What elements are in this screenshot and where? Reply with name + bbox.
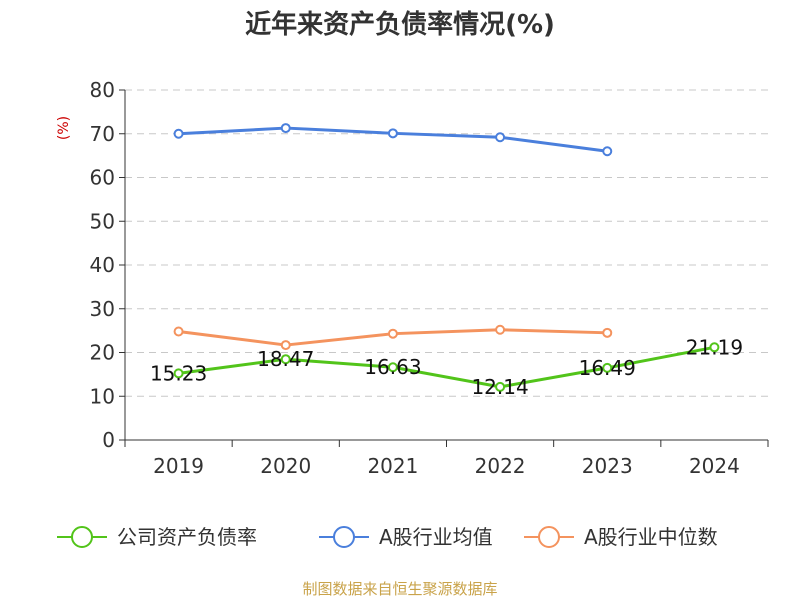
data-label: 12.14: [471, 375, 528, 399]
series-line-0: [178, 345, 715, 389]
y-tick-label: 10: [90, 384, 115, 408]
data-point: [495, 324, 506, 335]
data-point: [173, 326, 184, 337]
axes: 0 10 20 30 40 50 60 70 80 2019 2020 2021 2022 2023 202…: [90, 78, 769, 478]
data-label: 18.47: [257, 347, 314, 371]
data-point: [280, 123, 291, 134]
data-labels: 15.23 18.47 16.63 12.14 16.49 21.19: [150, 335, 743, 399]
data-point: [602, 362, 613, 373]
y-axis-unit: (%): [56, 116, 72, 140]
legend-label: A股行业均值: [379, 525, 493, 549]
x-tick-label: 2021: [367, 454, 418, 478]
series-lines: [173, 123, 720, 392]
data-point: [709, 342, 720, 353]
y-tick-label: 30: [90, 297, 115, 321]
x-tick-label: 2020: [260, 454, 311, 478]
data-point: [280, 354, 291, 365]
y-tick-label: 50: [90, 209, 115, 233]
y-tick-label: 80: [90, 78, 115, 102]
data-point: [387, 128, 398, 139]
x-tick-label: 2019: [153, 454, 204, 478]
data-point: [387, 362, 398, 373]
source-note: 制图数据来自恒生聚源数据库: [302, 580, 497, 598]
legend: 公司资产负债率 A股行业均值 A股行业中位数: [57, 525, 718, 549]
legend-marker: [333, 526, 355, 548]
data-point: [495, 132, 506, 143]
y-tick-label: 0: [102, 428, 115, 452]
data-label: 21.19: [686, 335, 743, 359]
chart-title: 近年来资产负债率情况(%): [245, 9, 555, 40]
x-tick-label: 2023: [582, 454, 633, 478]
data-point: [602, 327, 613, 338]
data-point: [495, 381, 506, 392]
y-tick-label: 40: [90, 253, 115, 277]
data-point: [602, 146, 613, 157]
data-point: [173, 368, 184, 379]
y-tick-label: 20: [90, 341, 115, 365]
x-tick-label: 2024: [689, 454, 740, 478]
y-tick-label: 60: [90, 166, 115, 190]
legend-label: 公司资产负债率: [117, 525, 257, 549]
x-tick-label: 2022: [475, 454, 526, 478]
data-label: 15.23: [150, 361, 207, 385]
data-label: 16.49: [579, 356, 636, 380]
legend-marker: [71, 526, 93, 548]
data-point: [280, 340, 291, 351]
data-point: [173, 128, 184, 139]
data-point: [387, 328, 398, 339]
y-tick-label: 70: [90, 122, 115, 146]
legend-marker: [538, 526, 560, 548]
legend-label: A股行业中位数: [584, 525, 718, 549]
data-label: 16.63: [364, 355, 421, 379]
